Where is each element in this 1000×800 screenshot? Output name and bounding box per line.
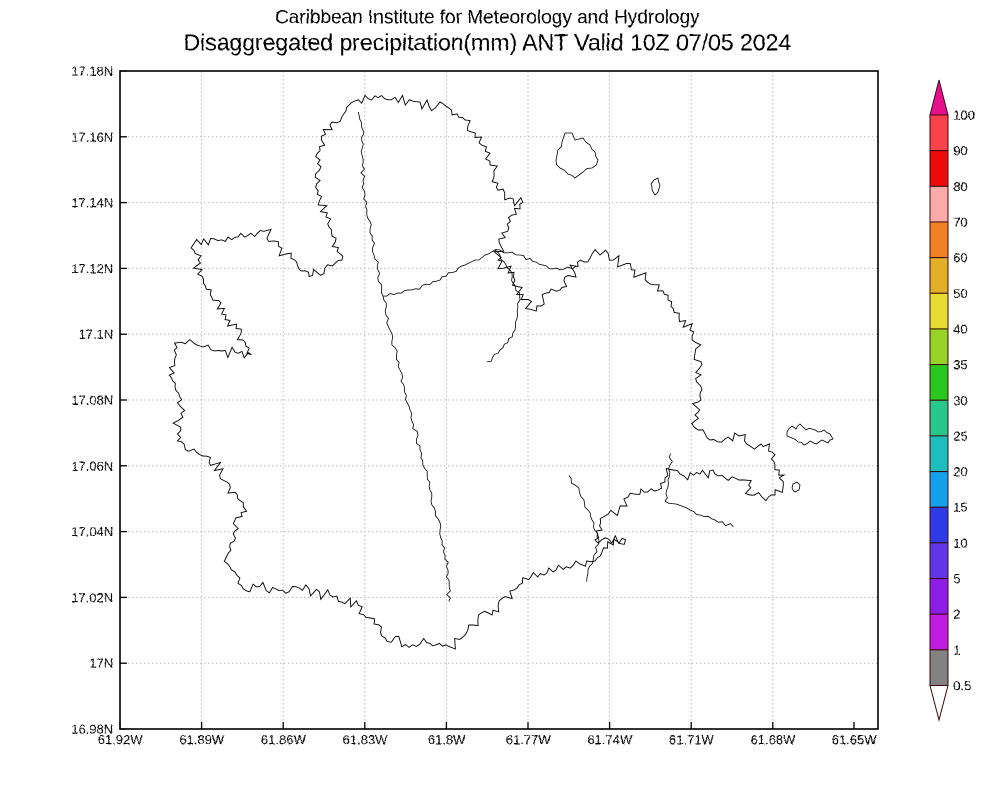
svg-text:15: 15 (953, 500, 967, 515)
svg-text:17.16N: 17.16N (71, 129, 113, 144)
svg-text:35: 35 (953, 357, 967, 372)
svg-text:25: 25 (953, 428, 967, 443)
svg-text:80: 80 (953, 179, 967, 194)
svg-text:61.71W: 61.71W (669, 732, 715, 747)
svg-text:10: 10 (953, 535, 967, 550)
svg-text:70: 70 (953, 215, 967, 230)
svg-text:60: 60 (953, 250, 967, 265)
svg-text:17.02N: 17.02N (71, 590, 113, 605)
svg-text:17.04N: 17.04N (71, 524, 113, 539)
svg-text:61.74W: 61.74W (587, 732, 633, 747)
svg-text:61.77W: 61.77W (506, 732, 552, 747)
svg-text:17.14N: 17.14N (71, 195, 113, 210)
svg-text:17.08N: 17.08N (71, 393, 113, 408)
svg-text:17.18N: 17.18N (71, 64, 113, 79)
svg-text:61.68W: 61.68W (750, 732, 796, 747)
svg-text:17.06N: 17.06N (71, 458, 113, 473)
svg-text:61.8W: 61.8W (428, 732, 466, 747)
svg-text:Caribbean Institute for Meteor: Caribbean Institute for Meteorology and … (275, 7, 700, 28)
svg-text:30: 30 (953, 393, 967, 408)
svg-text:61.89W: 61.89W (179, 732, 225, 747)
svg-text:5: 5 (953, 571, 960, 586)
svg-text:0.5: 0.5 (953, 678, 971, 693)
svg-text:61.83W: 61.83W (342, 732, 388, 747)
svg-text:17N: 17N (89, 656, 113, 671)
svg-text:20: 20 (953, 464, 967, 479)
svg-text:100: 100 (953, 108, 975, 123)
svg-text:61.65W: 61.65W (832, 732, 878, 747)
svg-text:2: 2 (953, 607, 960, 622)
svg-text:90: 90 (953, 143, 967, 158)
svg-text:50: 50 (953, 286, 967, 301)
svg-text:17.1N: 17.1N (78, 327, 113, 342)
svg-text:1: 1 (953, 642, 960, 657)
svg-text:17.12N: 17.12N (71, 261, 113, 276)
svg-text:16.98N: 16.98N (71, 722, 113, 737)
svg-text:Disaggregated precipitation(mm: Disaggregated precipitation(mm) ANT Vali… (183, 29, 791, 55)
svg-text:61.86W: 61.86W (261, 732, 307, 747)
svg-text:40: 40 (953, 321, 967, 336)
